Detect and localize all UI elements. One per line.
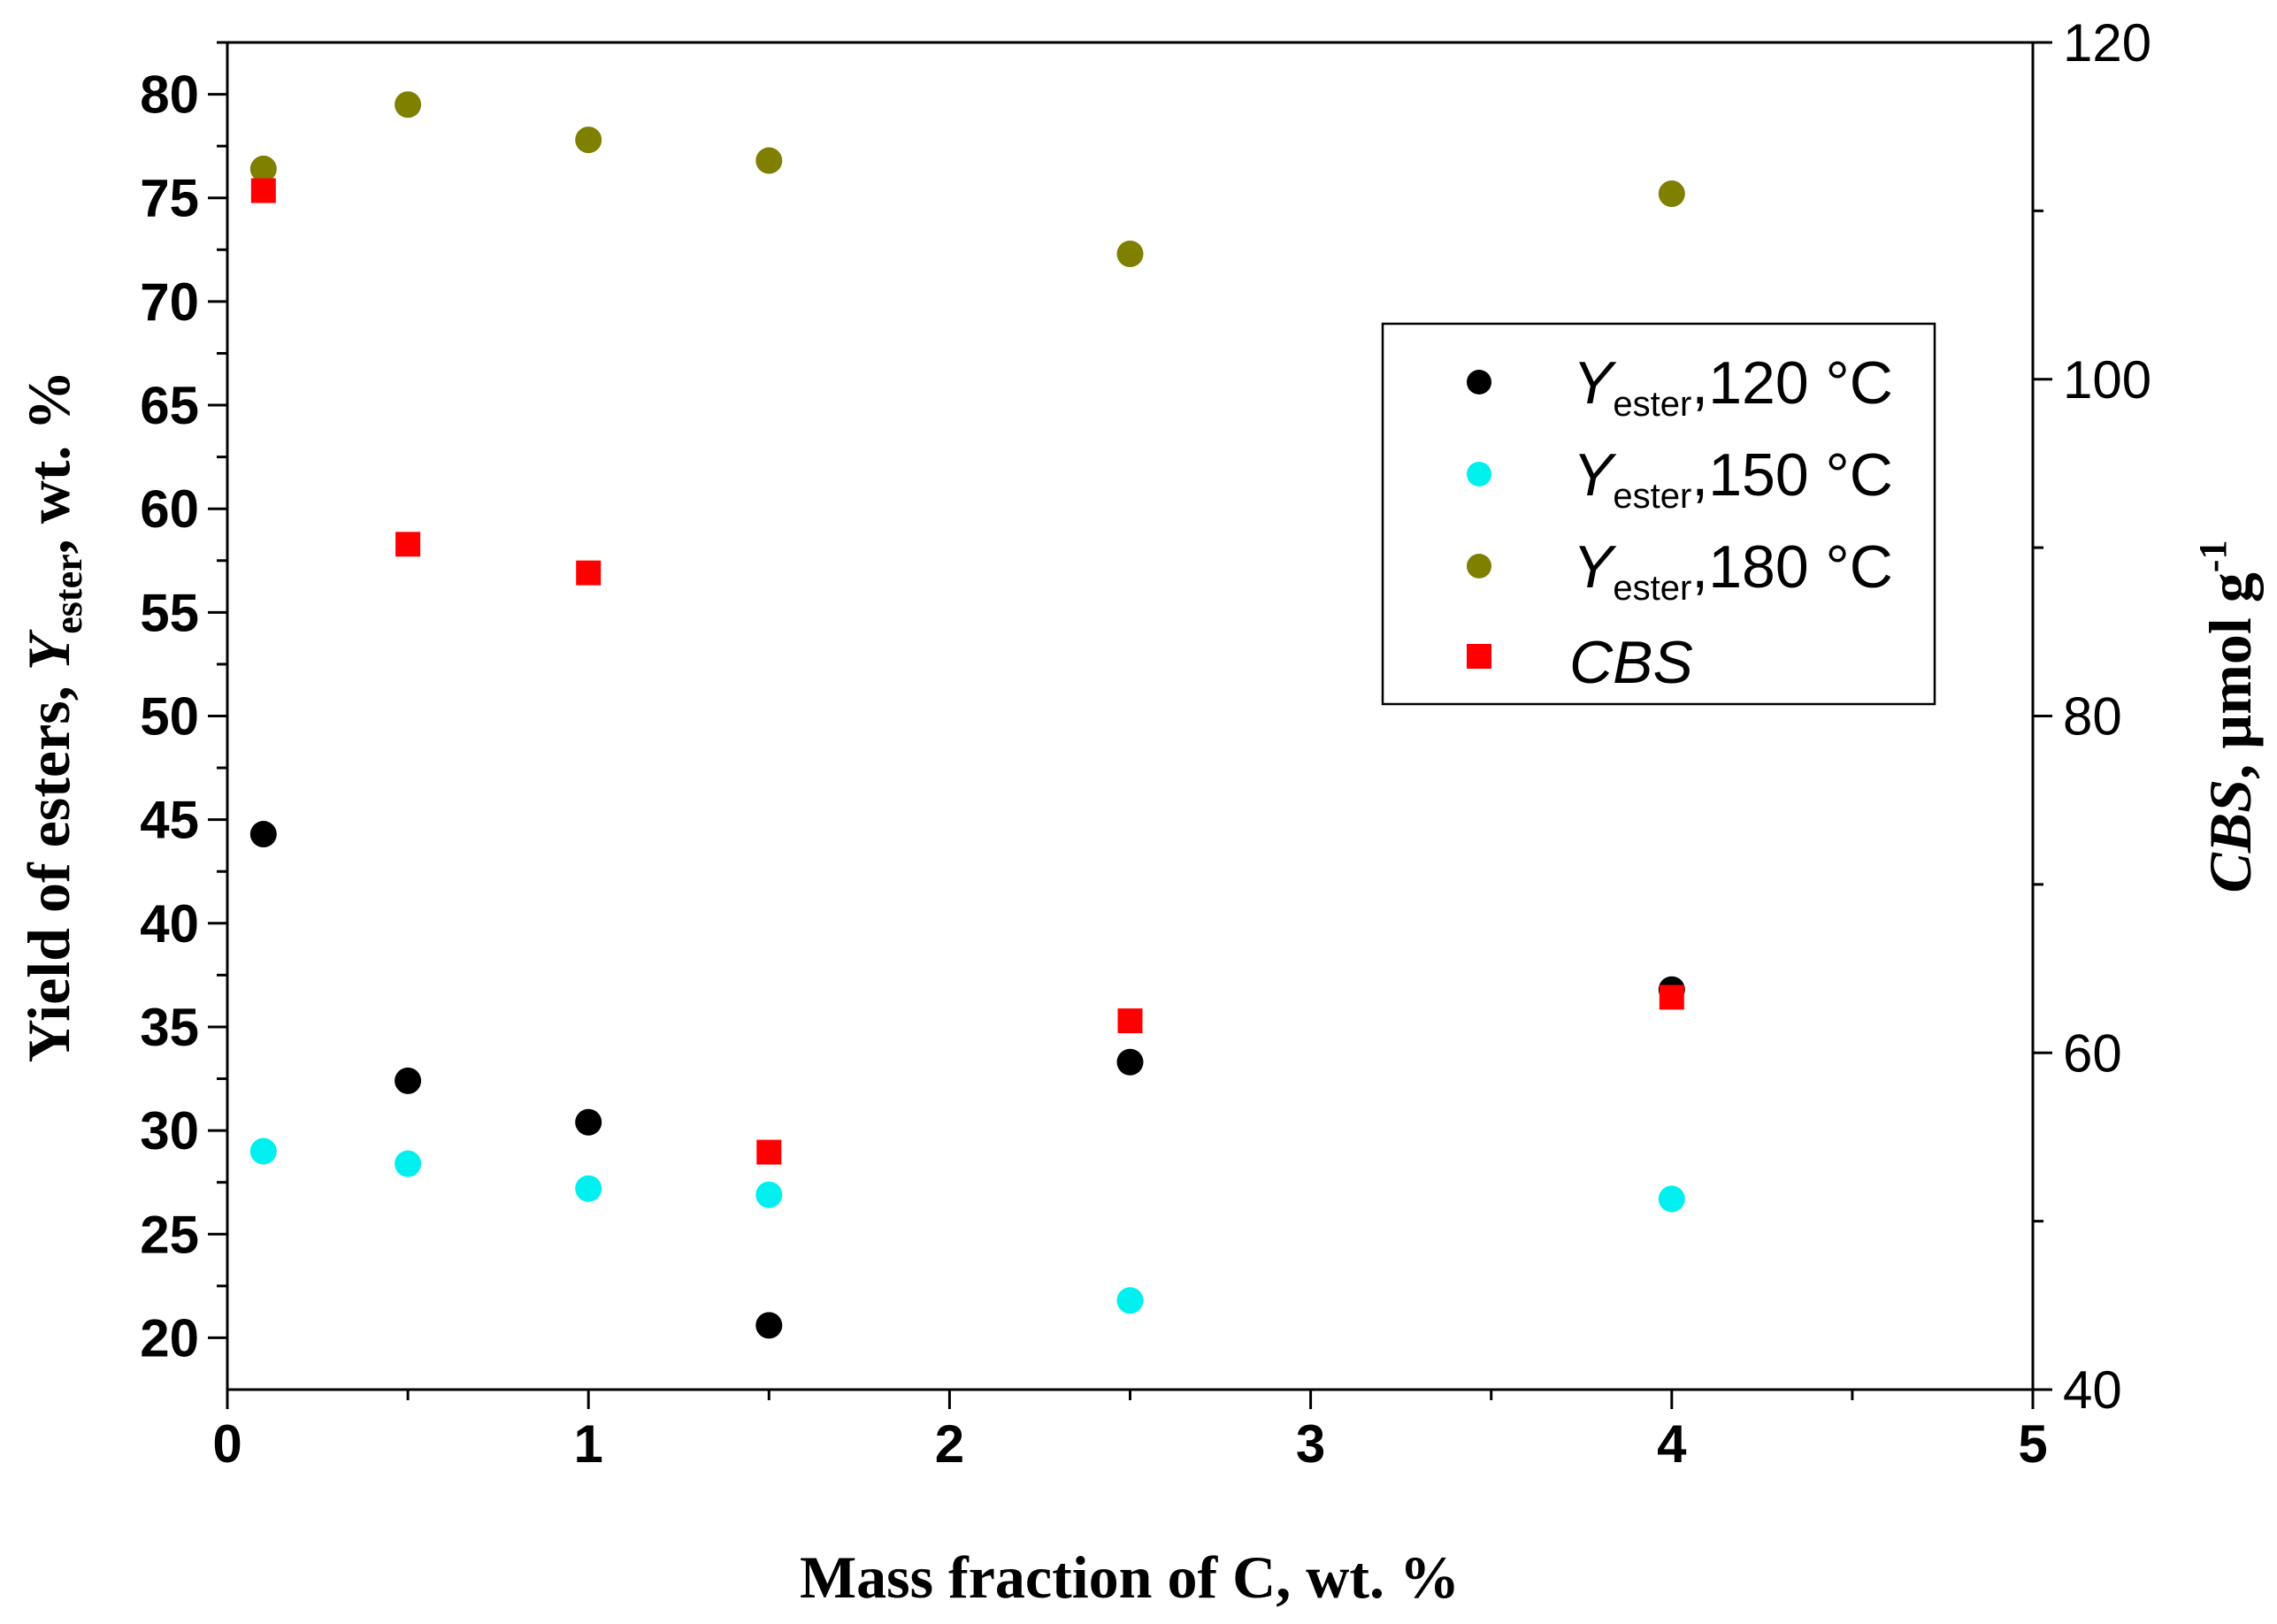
point-180c [755,147,783,174]
point-150c [1658,1185,1685,1213]
point-cbs [576,560,602,586]
y-right-tick-label: 120 [2063,13,2151,73]
y-axis-left-title-suffix: , wt. % [15,371,82,555]
y-axis-right: 40 60 80 100 120 [2033,13,2151,1420]
y-left-tick-label: 60 [140,479,199,539]
point-180c [1116,240,1144,267]
x-tick-label: 5 [2018,1414,2047,1474]
point-120c [249,821,277,848]
legend-marker-cbs [1467,644,1491,669]
x-axis-title: Mass fraction of C, wt. % [800,1544,1460,1611]
legend-label-120: Yester,120 °C [1573,349,1893,424]
point-180c [395,91,422,119]
point-cbs [395,532,421,557]
y-axis-left-title: Yield of esters, Yester, wt. % [15,371,90,1063]
legend-marker-150 [1467,462,1491,486]
y-left-tick-label: 30 [140,1101,199,1161]
x-tick-label: 1 [574,1414,603,1474]
point-cbs [1659,984,1684,1010]
point-180c [249,155,277,182]
y-axis-right-title: CBS, µmol g-1 [2191,540,2264,893]
x-tick-label: 4 [1657,1414,1687,1474]
point-150c [249,1138,277,1165]
legend-item-cbs: CBS [1467,629,1693,696]
point-120c [395,1067,422,1094]
y-left-tick-label: 65 [140,376,199,435]
y-axis-right-title-suffix: , µmol g [2196,572,2264,779]
legend-item-120: Yester,120 °C [1467,349,1893,424]
y-axis-left: 20 25 30 35 40 45 50 55 60 65 70 75 80 [140,41,227,1367]
y-left-tick-label: 45 [140,791,199,850]
legend-label-cbs: CBS [1569,629,1693,696]
y-left-tick-label: 50 [140,687,199,747]
y-left-tick-label: 20 [140,1308,199,1367]
point-150c [755,1181,783,1208]
x-tick-label: 3 [1296,1414,1325,1474]
point-cbs [1117,1008,1143,1034]
y-left-tick-label: 55 [140,583,199,642]
legend-marker-180 [1467,554,1491,578]
y-right-tick-label: 60 [2063,1023,2122,1083]
y-axis-left-title-var: Y [15,629,82,670]
point-120c [575,1108,602,1136]
legend-label-150: Yester,150 °C [1573,441,1893,516]
point-180c [1658,180,1685,208]
y-right-tick-label: 100 [2063,350,2151,410]
x-tick-label: 2 [935,1414,964,1474]
y-axis-left-title-prefix: Yield of esters, [15,670,82,1062]
y-right-tick-label: 80 [2063,687,2122,747]
point-cbs [250,178,276,203]
point-180c [575,126,602,154]
y-left-tick-label: 70 [140,272,199,332]
point-150c [1116,1287,1144,1314]
point-cbs [756,1139,782,1165]
y-axis-right-title-sup: -1 [2191,540,2235,573]
y-axis-right-title-var: CBS [2196,779,2264,893]
point-120c [1116,1048,1144,1076]
legend-item-150: Yester,150 °C [1467,441,1893,516]
legend-label-180: Yester,180 °C [1573,533,1893,608]
y-left-tick-label: 25 [140,1205,199,1264]
y-left-tick-label: 35 [140,998,199,1057]
y-left-tick-label: 75 [140,169,199,228]
point-150c [395,1150,422,1177]
legend-item-180: Yester,180 °C [1467,533,1893,608]
x-tick-label: 0 [212,1414,242,1474]
y-axis-left-title-sub: ester [47,554,90,633]
point-150c [575,1175,602,1202]
y-left-tick-label: 40 [140,894,199,954]
point-120c [755,1312,783,1339]
data-points [249,91,1685,1339]
x-axis: 0 1 2 3 4 5 [212,1390,2048,1474]
legend: Yester,120 °C Yester,150 °C Yester,180 °… [1381,322,1936,706]
legend-marker-120 [1467,370,1491,395]
y-left-tick-label: 80 [140,65,199,125]
y-right-tick-label: 40 [2063,1360,2122,1420]
